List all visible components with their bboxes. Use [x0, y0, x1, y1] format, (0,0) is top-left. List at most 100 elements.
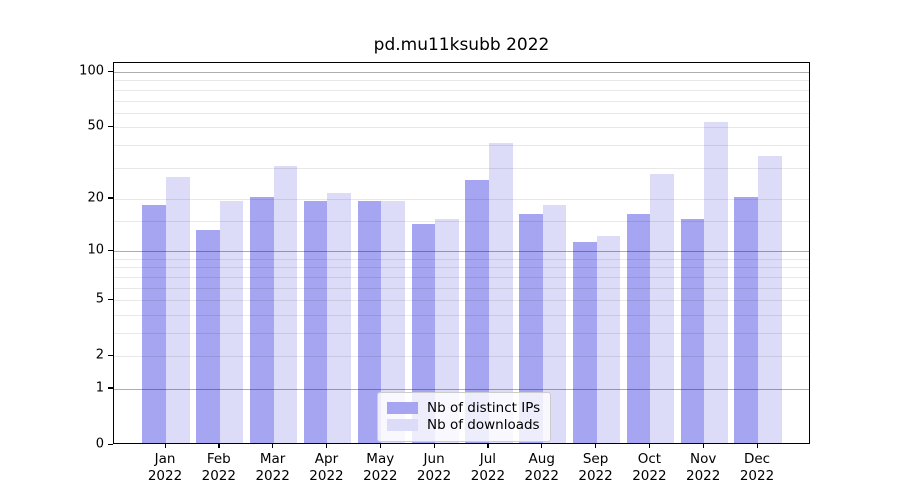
y-tick-1	[108, 387, 113, 389]
bar-nb-of-downloads-jul	[488, 142, 513, 443]
y-tick-0	[108, 443, 113, 445]
bar-nb-of-downloads-jun	[435, 218, 459, 443]
bar-nb-of-distinct-ips-jan	[142, 205, 166, 443]
legend-swatch-downloads	[387, 419, 418, 431]
x-tick-year-nov: 2022	[686, 467, 721, 484]
legend-swatch-distinct-ips	[387, 402, 418, 414]
bar-nb-of-distinct-ips-apr	[303, 200, 328, 443]
bar-nb-of-distinct-ips-jun	[411, 224, 436, 443]
legend-item-distinct-ips: Nb of distinct IPs	[387, 401, 540, 415]
bar-nb-of-downloads-oct	[650, 173, 674, 443]
x-tick-year-aug: 2022	[524, 467, 559, 484]
bar-nb-of-downloads-feb	[219, 200, 244, 443]
legend-label-downloads: Nb of downloads	[427, 417, 540, 433]
y-tick-5	[108, 298, 113, 300]
x-tick-label-aug: Aug 2022	[524, 451, 559, 484]
x-tick-nov	[702, 444, 704, 448]
gridline-minor-y-60	[114, 112, 809, 114]
x-tick-dec	[756, 444, 758, 448]
x-tick-sep	[595, 444, 597, 448]
legend-label-distinct-ips: Nb of distinct IPs	[427, 400, 541, 416]
x-tick-label-feb: Feb 2022	[201, 451, 236, 484]
gridline-major-y-100	[114, 72, 809, 74]
y-tick-label-2: 2	[95, 347, 104, 363]
bar-nb-of-downloads-dec	[758, 155, 782, 443]
gridline-minor-y-3	[114, 332, 809, 334]
bar-nb-of-distinct-ips-sep	[572, 242, 597, 443]
bar-nb-of-downloads-may	[381, 200, 405, 443]
x-tick-label-jan: Jan 2022	[147, 451, 183, 484]
plot-area	[113, 62, 810, 444]
bar-nb-of-downloads-aug	[542, 205, 567, 443]
x-tick-label-sep: Sep 2022	[578, 451, 613, 484]
x-tick-year-feb: 2022	[201, 467, 236, 484]
bar-nb-of-distinct-ips-feb	[196, 229, 220, 443]
x-tick-jun	[433, 444, 435, 448]
x-tick-label-mar: Mar 2022	[255, 451, 290, 484]
chart-title: pd.mu11ksubb 2022	[373, 35, 550, 55]
x-tick-label-apr: Apr 2022	[309, 451, 344, 484]
x-tick-year-apr: 2022	[309, 467, 344, 484]
bar-nb-of-distinct-ips-jul	[465, 179, 489, 443]
x-tick-year-jul: 2022	[470, 467, 506, 484]
x-tick-aug	[541, 444, 543, 448]
y-tick-50	[108, 125, 113, 127]
gridline-minor-y-40	[114, 144, 809, 146]
legend-item-downloads: Nb of downloads	[387, 418, 540, 432]
x-tick-year-oct: 2022	[632, 467, 667, 484]
gridline-minor-y-20	[114, 198, 809, 200]
x-tick-year-may: 2022	[363, 467, 398, 484]
x-tick-label-nov: Nov 2022	[686, 451, 721, 484]
x-tick-apr	[325, 444, 328, 448]
gridline-minor-y-8	[114, 267, 809, 269]
x-tick-year-sep: 2022	[578, 467, 613, 484]
y-tick-20	[108, 197, 113, 199]
bar-nb-of-downloads-nov	[704, 122, 728, 443]
y-tick-label-5: 5	[95, 291, 104, 307]
x-tick-label-jun: Jun 2022	[416, 451, 452, 484]
bar-nb-of-distinct-ips-nov	[680, 218, 705, 443]
gridline-minor-y-2	[114, 356, 809, 358]
legend: Nb of distinct IPs Nb of downloads	[377, 392, 552, 442]
y-tick-10	[108, 249, 113, 251]
gridline-minor-y-15	[114, 220, 809, 222]
gridline-minor-y-50	[114, 127, 809, 129]
bar-nb-of-downloads-apr	[327, 193, 352, 443]
bar-nb-of-distinct-ips-oct	[626, 214, 651, 443]
x-tick-label-jul: Jul 2022	[470, 451, 506, 484]
x-tick-label-oct: Oct 2022	[632, 451, 667, 484]
bar-nb-of-distinct-ips-dec	[734, 197, 758, 443]
bar-nb-of-distinct-ips-mar	[250, 197, 274, 443]
x-tick-jul	[487, 444, 489, 448]
gridline-minor-y-4	[114, 314, 809, 316]
y-tick-label-0: 0	[95, 436, 104, 452]
gridline-major-y-10	[114, 251, 809, 253]
gridline-minor-y-80	[114, 89, 809, 91]
x-tick-year-dec: 2022	[739, 467, 775, 484]
gridline-minor-y-70	[114, 100, 809, 102]
bar-nb-of-downloads-sep	[596, 235, 621, 443]
y-tick-label-10: 10	[87, 242, 104, 258]
x-tick-feb	[218, 444, 220, 448]
x-tick-year-mar: 2022	[255, 467, 290, 484]
y-tick-100	[108, 70, 113, 72]
gridline-minor-y-6	[114, 287, 809, 289]
bar-nb-of-distinct-ips-aug	[519, 214, 543, 443]
bar-nb-of-downloads-mar	[273, 165, 298, 443]
x-tick-year-jan: 2022	[147, 467, 183, 484]
y-tick-label-20: 20	[87, 190, 104, 206]
x-tick-mar	[272, 444, 274, 448]
gridline-minor-y-90	[114, 80, 809, 82]
x-tick-label-may: May 2022	[363, 451, 398, 484]
x-tick-jan	[164, 444, 166, 448]
x-tick-year-jun: 2022	[416, 467, 452, 484]
x-tick-label-dec: Dec 2022	[739, 451, 775, 484]
bar-nb-of-downloads-jan	[166, 176, 190, 443]
y-tick-label-1: 1	[95, 380, 104, 396]
x-tick-oct	[648, 444, 651, 448]
y-tick-label-100: 100	[79, 63, 104, 79]
gridline-minor-y-30	[114, 167, 809, 169]
gridline-minor-y-7	[114, 276, 809, 278]
y-tick-label-50: 50	[87, 118, 104, 134]
